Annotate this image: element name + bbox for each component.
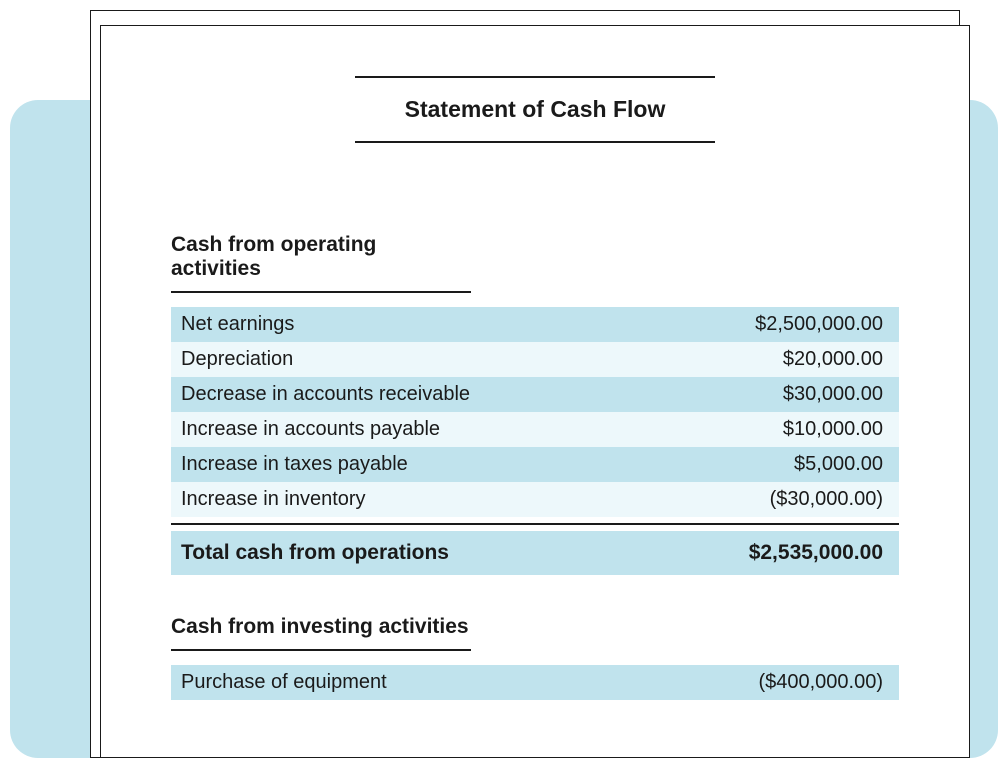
table-row: Net earnings $2,500,000.00 — [171, 307, 899, 342]
row-label: Net earnings — [181, 313, 294, 336]
total-label: Total cash from operations — [181, 541, 449, 565]
total-value: $2,535,000.00 — [749, 541, 883, 565]
row-value: $20,000.00 — [783, 348, 883, 371]
table-row: Depreciation $20,000.00 — [171, 342, 899, 377]
document-title-frame: Statement of Cash Flow — [355, 76, 715, 143]
row-label: Purchase of equipment — [181, 671, 387, 694]
row-label: Decrease in accounts receivable — [181, 383, 470, 406]
row-label: Increase in accounts payable — [181, 418, 440, 441]
table-row: Increase in accounts payable $10,000.00 — [171, 412, 899, 447]
section-heading-investing: Cash from investing activities — [171, 615, 471, 651]
row-value: $10,000.00 — [783, 418, 883, 441]
table-row: Purchase of equipment ($400,000.00) — [171, 665, 899, 700]
total-row-operating: Total cash from operations $2,535,000.00 — [171, 531, 899, 575]
document-title: Statement of Cash Flow — [355, 96, 715, 123]
row-label: Increase in inventory — [181, 488, 366, 511]
table-row: Decrease in accounts receivable $30,000.… — [171, 377, 899, 412]
row-value: $5,000.00 — [794, 453, 883, 476]
section-gap — [171, 575, 899, 615]
section-divider — [171, 523, 899, 525]
section-heading-operating: Cash from operating activities — [171, 233, 471, 293]
row-value: ($400,000.00) — [758, 671, 883, 694]
row-value: $30,000.00 — [783, 383, 883, 406]
table-row: Increase in taxes payable $5,000.00 — [171, 447, 899, 482]
row-value: $2,500,000.00 — [755, 313, 883, 336]
table-row: Increase in inventory ($30,000.00) — [171, 482, 899, 517]
row-label: Depreciation — [181, 348, 293, 371]
row-value: ($30,000.00) — [770, 488, 883, 511]
row-label: Increase in taxes payable — [181, 453, 408, 476]
document-paper: Statement of Cash Flow Cash from operati… — [100, 25, 970, 758]
